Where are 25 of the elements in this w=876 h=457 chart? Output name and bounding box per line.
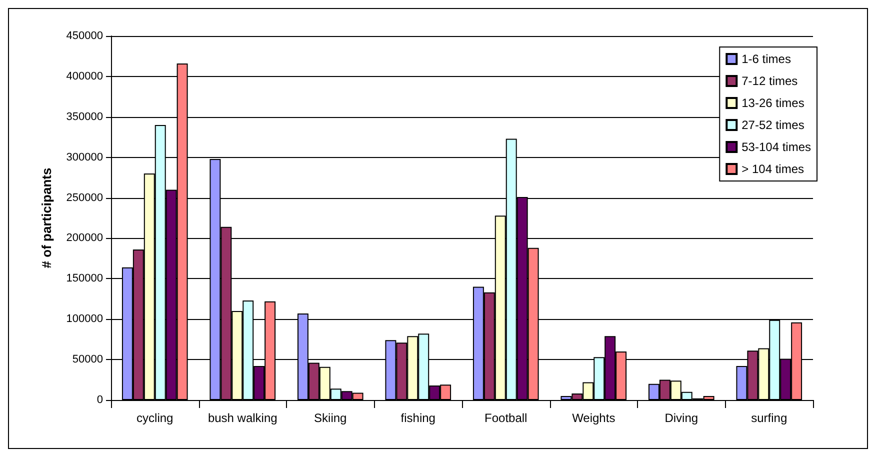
legend-label: > 104 times xyxy=(742,162,804,176)
x-tick-label: surfing xyxy=(751,411,788,425)
legend-label: 7-12 times xyxy=(742,74,798,88)
y-tick-label: 300000 xyxy=(66,151,103,164)
y-tick-label: 200000 xyxy=(66,232,103,244)
x-tick-label: Football xyxy=(484,411,528,425)
legend-label: 27-52 times xyxy=(742,118,804,132)
y-tick-label: 0 xyxy=(96,394,103,406)
y-tick-label: 450000 xyxy=(66,30,103,42)
x-tick-label: cycling xyxy=(136,411,174,425)
x-tick-label: fishing xyxy=(400,411,436,425)
x-tick-label: bush walking xyxy=(208,411,278,425)
legend-label: 1-6 times xyxy=(742,52,791,66)
y-tick-label: 350000 xyxy=(66,110,103,123)
y-tick-label: 150000 xyxy=(66,272,103,285)
y-tick-label: 250000 xyxy=(66,192,103,204)
y-axis-title: # of participants xyxy=(39,168,54,268)
legend-label: 53-104 times xyxy=(742,140,812,154)
x-tick-label: Weights xyxy=(572,411,616,425)
y-tick-label: 50000 xyxy=(72,354,103,366)
legend-label: 13-26 times xyxy=(742,96,804,110)
x-tick-label: Diving xyxy=(664,411,698,425)
x-tick-label: Skiing xyxy=(314,411,347,425)
y-tick-label: 100000 xyxy=(66,313,103,326)
y-tick-label: 400000 xyxy=(66,70,103,82)
